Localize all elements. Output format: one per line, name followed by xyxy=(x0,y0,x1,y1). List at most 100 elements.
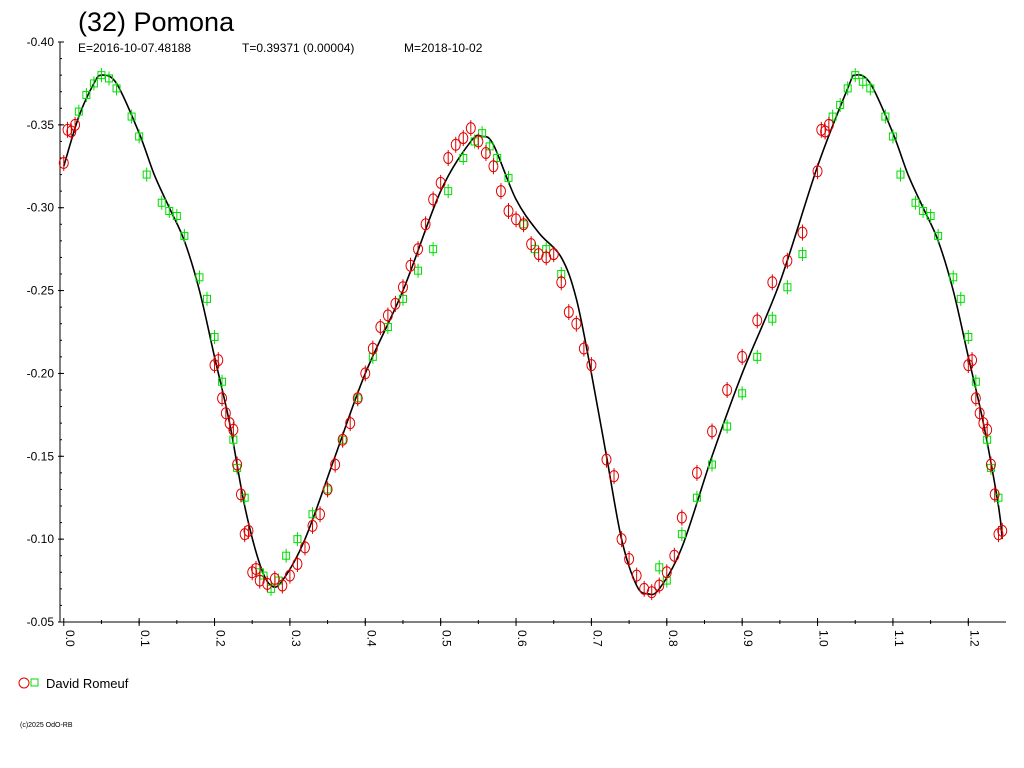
x-tick-label: 0.7 xyxy=(590,630,604,647)
circle-data-point xyxy=(428,193,439,206)
y-tick-label: -0.25 xyxy=(27,284,55,298)
circle-data-point xyxy=(609,470,620,483)
circle-data-point xyxy=(262,577,273,590)
circle-data-point xyxy=(820,125,831,138)
circle-data-point xyxy=(269,572,280,585)
axes xyxy=(59,42,1006,623)
circle-data-point xyxy=(812,165,823,178)
circle-data-point xyxy=(375,321,386,334)
y-tick-label: -0.30 xyxy=(27,201,55,215)
circle-data-point xyxy=(66,125,77,138)
circle-data-point xyxy=(978,417,989,430)
circle-data-point xyxy=(322,483,333,496)
circle-data-point xyxy=(243,524,254,537)
x-tick-label: 0.6 xyxy=(515,630,529,647)
square-data-point xyxy=(195,273,204,282)
square-data-point xyxy=(180,231,189,240)
epoch-label: E=2016-10-07.48188 xyxy=(78,41,191,55)
square-data-point xyxy=(866,84,875,93)
square-data-point xyxy=(218,377,227,386)
x-tick-label: 0.1 xyxy=(138,630,152,647)
x-tick-label: 0.8 xyxy=(666,630,680,647)
circle-data-point xyxy=(691,466,702,479)
square-data-point xyxy=(843,84,852,93)
x-tick-label: 1.1 xyxy=(892,630,906,647)
circle-data-point xyxy=(435,176,446,189)
circle-data-point xyxy=(654,579,665,592)
circle-data-point xyxy=(661,566,672,579)
chart-title: (32) Pomona xyxy=(78,7,235,37)
circle-data-point xyxy=(465,122,476,135)
circle-data-point xyxy=(631,569,642,582)
legend-circle-marker xyxy=(18,677,30,689)
circle-data-point xyxy=(526,238,537,251)
circle-data-point xyxy=(503,205,514,218)
square-data-point xyxy=(459,154,468,162)
circle-data-point xyxy=(646,586,657,599)
circle-data-point xyxy=(601,453,612,466)
circle-data-point xyxy=(586,359,597,372)
circle-data-point xyxy=(420,218,431,231)
square-data-point xyxy=(282,551,291,560)
fit-curve xyxy=(63,73,1004,596)
square-data-point xyxy=(798,250,807,259)
legend: David Romeuf xyxy=(18,676,129,691)
square-data-point xyxy=(202,294,211,303)
square-data-point xyxy=(888,132,897,141)
circle-data-point xyxy=(997,524,1008,537)
square-data-point xyxy=(934,231,943,240)
circle-data-point xyxy=(367,342,378,355)
square-data-point xyxy=(723,422,732,431)
square-data-point xyxy=(896,170,905,179)
circle-data-point xyxy=(676,511,687,524)
square-data-point xyxy=(97,71,106,80)
square-data-point xyxy=(157,198,166,207)
circle-data-point xyxy=(345,417,356,430)
circle-data-point xyxy=(556,276,567,289)
square-data-point xyxy=(210,332,219,341)
square-data-point xyxy=(753,352,762,361)
square-data-point xyxy=(851,71,860,80)
square-data-point xyxy=(127,112,136,121)
square-data-point xyxy=(414,266,423,275)
circle-data-point xyxy=(250,562,261,575)
square-data-point xyxy=(429,245,438,254)
circle-data-point xyxy=(352,392,363,405)
square-data-point xyxy=(172,212,181,220)
circle-data-point xyxy=(985,458,996,471)
x-tick-label: 0.0 xyxy=(63,630,77,647)
y-tick-label: -0.10 xyxy=(27,532,55,546)
circle-data-point xyxy=(217,392,228,405)
mag-date-label: M=2018-10-02 xyxy=(404,41,483,55)
circle-data-point xyxy=(390,297,401,310)
square-data-point xyxy=(398,294,407,303)
x-tick-label: 1.2 xyxy=(967,630,981,647)
circle-data-point xyxy=(767,276,778,289)
circle-data-point xyxy=(213,354,224,367)
circle-data-point xyxy=(292,558,303,570)
square-data-point xyxy=(911,198,920,207)
series-circle-points xyxy=(58,116,1008,601)
circle-data-point xyxy=(974,407,985,420)
square-data-point xyxy=(74,107,83,116)
circle-data-point xyxy=(669,549,680,562)
circle-data-point xyxy=(360,367,371,380)
circle-data-point xyxy=(989,488,1000,501)
x-tick-label: 0.4 xyxy=(364,630,378,647)
square-data-point xyxy=(165,207,174,216)
square-data-point xyxy=(956,294,965,303)
y-tick-label: -0.05 xyxy=(27,615,55,629)
square-data-point xyxy=(493,154,502,162)
circle-data-point xyxy=(220,407,231,420)
x-tick-label: 0.3 xyxy=(289,630,303,647)
x-axis-ticks: 0.0 0.1 0.2 0.3 0.4 0.5 0.6 0.7 0.8 0.9 1.0 1.1 1.2 xyxy=(63,618,981,647)
circle-data-point xyxy=(782,254,793,267)
circle-data-point xyxy=(752,314,763,327)
circle-data-point xyxy=(224,417,235,430)
square-data-point xyxy=(768,314,777,323)
series-square-points xyxy=(74,68,1003,596)
circle-data-point xyxy=(232,458,243,471)
square-data-point xyxy=(89,79,98,88)
square-data-point xyxy=(858,77,867,86)
circle-data-point xyxy=(277,579,288,592)
